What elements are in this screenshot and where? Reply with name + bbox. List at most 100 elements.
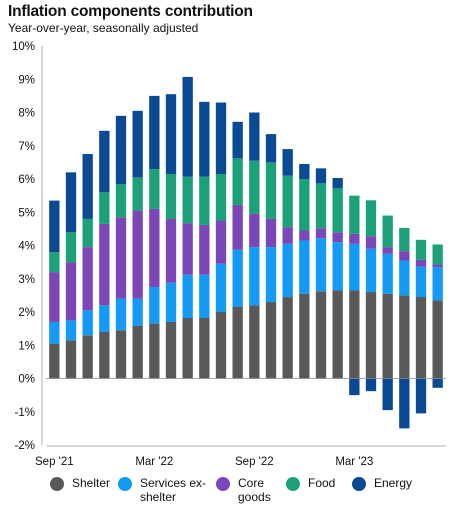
bar-segment-energy [332, 178, 343, 188]
bar-segment-shelter [249, 305, 260, 379]
bar-segment-food [249, 160, 260, 214]
bar-segment-services-ex-shelter [365, 248, 377, 293]
chart-subtitle: Year-over-year, seasonally adjusted [8, 21, 199, 35]
bar-segment-core-goods [315, 228, 327, 239]
bar-segment-food [149, 169, 160, 209]
bar-segment-core-goods [82, 247, 93, 311]
bar-segment-core-goods [65, 262, 77, 321]
bar-segment-core-goods [149, 208, 160, 288]
bar-segment-shelter [232, 307, 243, 379]
bar-segment-core-goods [432, 264, 443, 268]
chart-title: Inflation components contribution [8, 3, 253, 20]
bar-segment-energy [65, 172, 77, 233]
bar-segment-shelter [315, 291, 327, 379]
bar-segment-food [82, 218, 93, 248]
bar-segment-services-ex-shelter [132, 298, 143, 326]
y-tick-label: 7% [18, 141, 35, 153]
bar-segment-core-goods [282, 227, 293, 244]
bar-segment-energy [215, 102, 227, 175]
bar-segment-services-ex-shelter [99, 305, 110, 332]
bar-segment-energy [99, 130, 110, 193]
bar-segment-energy [399, 378, 410, 429]
y-tick-label: 9% [18, 74, 35, 86]
bar-segment-shelter [349, 290, 360, 379]
bar-segment-energy [365, 378, 377, 392]
bar-segment-services-ex-shelter [315, 238, 327, 292]
bar-segment-food [165, 174, 177, 219]
bar-segment-food [415, 239, 427, 260]
bar-segment-core-goods [365, 236, 377, 249]
y-tick-label: 8% [18, 108, 35, 120]
bar-segment-core-goods [182, 223, 193, 275]
y-tick-label: 3% [18, 274, 35, 286]
bar-segment-shelter [432, 300, 443, 379]
bar-segment-food [349, 195, 360, 234]
legend-item-energy: Energy [352, 476, 412, 491]
x-tick-label: Sep '21 [35, 456, 74, 468]
bar-segment-food [215, 174, 227, 221]
bar-segment-core-goods [165, 218, 177, 283]
bar-segment-core-goods [349, 233, 360, 244]
bar-segment-services-ex-shelter [382, 253, 393, 294]
bar-segment-energy [199, 101, 210, 177]
bar-segment-energy [232, 121, 243, 159]
bar-segment-energy [299, 164, 310, 179]
bar-segment-shelter [299, 293, 310, 379]
bar-segment-shelter [132, 325, 143, 379]
bar-segment-shelter [199, 317, 210, 379]
bar-segment-shelter [65, 340, 77, 379]
bar-segment-core-goods [249, 213, 260, 248]
legend-item-shelter: Shelter [50, 476, 110, 491]
y-tick-label: -2% [15, 440, 35, 452]
bar-segment-food [399, 227, 410, 252]
bar-segment-services-ex-shelter [399, 260, 410, 296]
bar-segment-core-goods [382, 247, 393, 254]
bar-segment-energy [132, 110, 143, 178]
bar-segment-energy [49, 200, 60, 253]
legend-item-food: Food [286, 476, 335, 491]
y-tick-label: 0% [18, 374, 35, 386]
legend-item-services-ex-shelter: Services ex-shelter [118, 476, 218, 504]
bar-segment-food [182, 176, 193, 224]
bar-segment-shelter [115, 330, 127, 379]
bar-segment-services-ex-shelter [82, 310, 93, 336]
bar-segment-shelter [332, 290, 343, 379]
bar-segment-services-ex-shelter [149, 287, 160, 324]
bars [49, 76, 443, 429]
y-tick-label: 4% [18, 241, 35, 253]
y-axis: -2% -1% 0% 1% 2% 3% 4% 5% 6% 7% 8% 9% 10% [12, 41, 43, 452]
y-tick-label: -1% [15, 407, 35, 419]
y-tick-label: 2% [18, 307, 35, 319]
bar-segment-energy [415, 378, 427, 414]
bar-segment-food [282, 175, 293, 228]
bar-segment-energy [382, 378, 393, 411]
bar-segment-core-goods [332, 232, 343, 243]
bar-segment-food [49, 252, 60, 273]
bar-segment-food [432, 244, 443, 265]
bar-segment-shelter [149, 323, 160, 379]
legend-label-food: Food [308, 476, 336, 490]
bar-segment-shelter [215, 312, 227, 379]
legend-label-services-ex-shelter: Services ex-shelter [140, 476, 207, 504]
bar-segment-services-ex-shelter [65, 320, 77, 341]
bar-segment-food [332, 187, 343, 233]
bar-segment-energy [265, 134, 277, 163]
bar-segment-core-goods [199, 224, 210, 275]
bar-segment-food [232, 158, 243, 205]
bar-segment-energy [82, 154, 93, 219]
bar-segment-shelter [282, 297, 293, 379]
bar-segment-core-goods [99, 223, 110, 306]
bar-segment-shelter [99, 331, 110, 379]
legend-swatch-core-goods [216, 477, 230, 491]
x-tick-label: Sep '22 [235, 456, 274, 468]
bar-segment-food [132, 177, 143, 211]
bar-segment-energy [315, 168, 327, 184]
bar-segment-shelter [365, 292, 377, 379]
y-tick-label: 6% [18, 174, 35, 186]
bar-segment-food [365, 200, 377, 237]
bar-segment-energy [115, 115, 127, 184]
x-tick-label: Mar '22 [135, 456, 173, 468]
legend-label-shelter: Shelter [72, 476, 111, 490]
bar-segment-core-goods [115, 217, 127, 299]
